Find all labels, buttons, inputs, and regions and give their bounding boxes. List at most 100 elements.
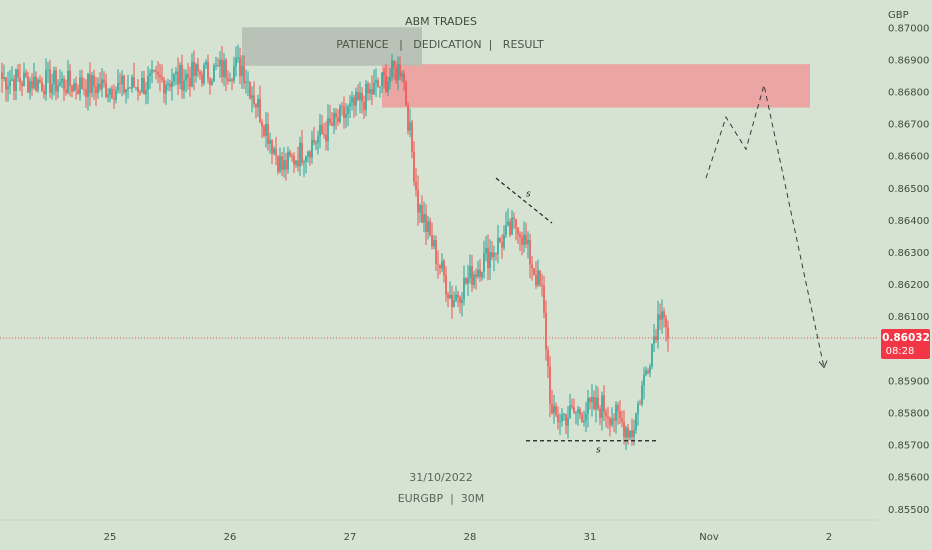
candle-body — [367, 83, 369, 94]
candle-body — [305, 156, 307, 162]
candle-body — [341, 106, 343, 108]
candle-body — [535, 275, 537, 286]
candle-body — [611, 418, 613, 426]
candle-body — [427, 221, 429, 232]
candle-body — [191, 61, 193, 87]
candle-body — [351, 97, 353, 103]
y-tick-label: 0.86200 — [888, 280, 929, 291]
candle-body — [579, 409, 581, 415]
candle-body — [261, 121, 263, 127]
candle-body — [295, 160, 297, 165]
candle-body — [117, 83, 119, 91]
candle-body — [509, 221, 511, 235]
candle-body — [515, 219, 517, 228]
candle-body — [449, 294, 451, 298]
candle-body — [339, 106, 341, 122]
candle-body — [23, 72, 25, 87]
candle-body — [229, 79, 231, 82]
candle-body — [355, 91, 357, 106]
candle-body — [573, 407, 575, 413]
candle-body — [249, 81, 251, 99]
candle-body — [81, 77, 83, 90]
candle-body — [561, 414, 563, 422]
candle-body — [237, 57, 239, 59]
y-tick-label: 0.86400 — [888, 216, 929, 227]
candle-body — [97, 83, 99, 94]
candle-body — [171, 81, 173, 88]
candle-body — [521, 236, 523, 245]
candle-body — [489, 252, 491, 269]
y-tick-label: 0.86300 — [888, 248, 929, 259]
candle-body — [329, 118, 331, 124]
candle-body — [537, 270, 539, 286]
candle-body — [319, 124, 321, 137]
y-tick-label: 0.86800 — [888, 87, 929, 98]
candle-body — [643, 374, 645, 386]
price-axis[interactable]: GBP 0.87000 0.86900 0.86800 0.86700 0.86600 0… — [881, 10, 930, 516]
candle-body — [501, 242, 503, 248]
candle-body — [159, 74, 161, 78]
projection-path[interactable] — [705, 84, 825, 368]
candle-body — [465, 278, 467, 284]
candle-body — [407, 105, 409, 131]
candle-body — [199, 71, 201, 75]
candle-body — [541, 284, 543, 286]
candle-body — [187, 73, 189, 78]
candle-body — [457, 294, 459, 298]
candle-body — [361, 92, 363, 102]
annotation-line[interactable] — [495, 177, 553, 224]
candle-body — [267, 124, 269, 144]
time-axis[interactable]: 25 26 27 28 31 Nov 2 — [104, 532, 833, 543]
watermark-symbol: EURGBP | 30M — [398, 492, 485, 505]
candle-body — [67, 70, 69, 93]
candle-body — [441, 261, 443, 269]
candle-body — [647, 370, 649, 373]
candle-body — [17, 69, 19, 78]
candle-body — [557, 414, 559, 422]
candle-body — [385, 75, 387, 92]
candle-body — [93, 75, 95, 87]
candle-body — [667, 327, 669, 338]
x-tick-label: 28 — [464, 532, 477, 543]
candle-body — [601, 395, 603, 418]
candle-body — [663, 311, 665, 319]
candle-body — [593, 397, 595, 410]
candle-body — [287, 151, 289, 170]
candle-body — [259, 98, 261, 122]
candle-body — [33, 76, 35, 89]
current-price-badge-bg — [881, 329, 930, 359]
candle-body — [435, 240, 437, 264]
candle-body — [15, 69, 17, 92]
candle-body — [315, 142, 317, 144]
candle-body — [51, 84, 53, 93]
candle-body — [419, 205, 421, 213]
candle-body — [175, 71, 177, 74]
candle-body — [337, 117, 339, 122]
candle-body — [507, 221, 509, 226]
candle-body — [245, 82, 247, 84]
candle-body — [95, 86, 97, 94]
candle-body — [617, 405, 619, 412]
candle-body — [183, 80, 185, 91]
countdown-value: 08:28 — [886, 346, 915, 357]
candle-body — [241, 65, 243, 76]
y-tick-label: 0.86500 — [888, 184, 929, 195]
candle-body — [661, 311, 663, 320]
candle-body — [629, 430, 631, 438]
candle-body — [487, 247, 489, 269]
candle-body — [621, 418, 623, 423]
candle-body — [335, 112, 337, 118]
candle-body — [217, 65, 219, 67]
candles-layer — [1, 44, 669, 450]
candle-body — [209, 78, 211, 85]
y-tick-label: 0.85900 — [888, 376, 929, 387]
candle-body — [297, 160, 299, 167]
candle-body — [353, 97, 355, 106]
candle-body — [255, 103, 257, 108]
candle-body — [365, 83, 367, 110]
candle-body — [123, 75, 125, 93]
candle-body — [581, 414, 583, 423]
candle-body — [371, 89, 373, 95]
candle-body — [177, 71, 179, 85]
